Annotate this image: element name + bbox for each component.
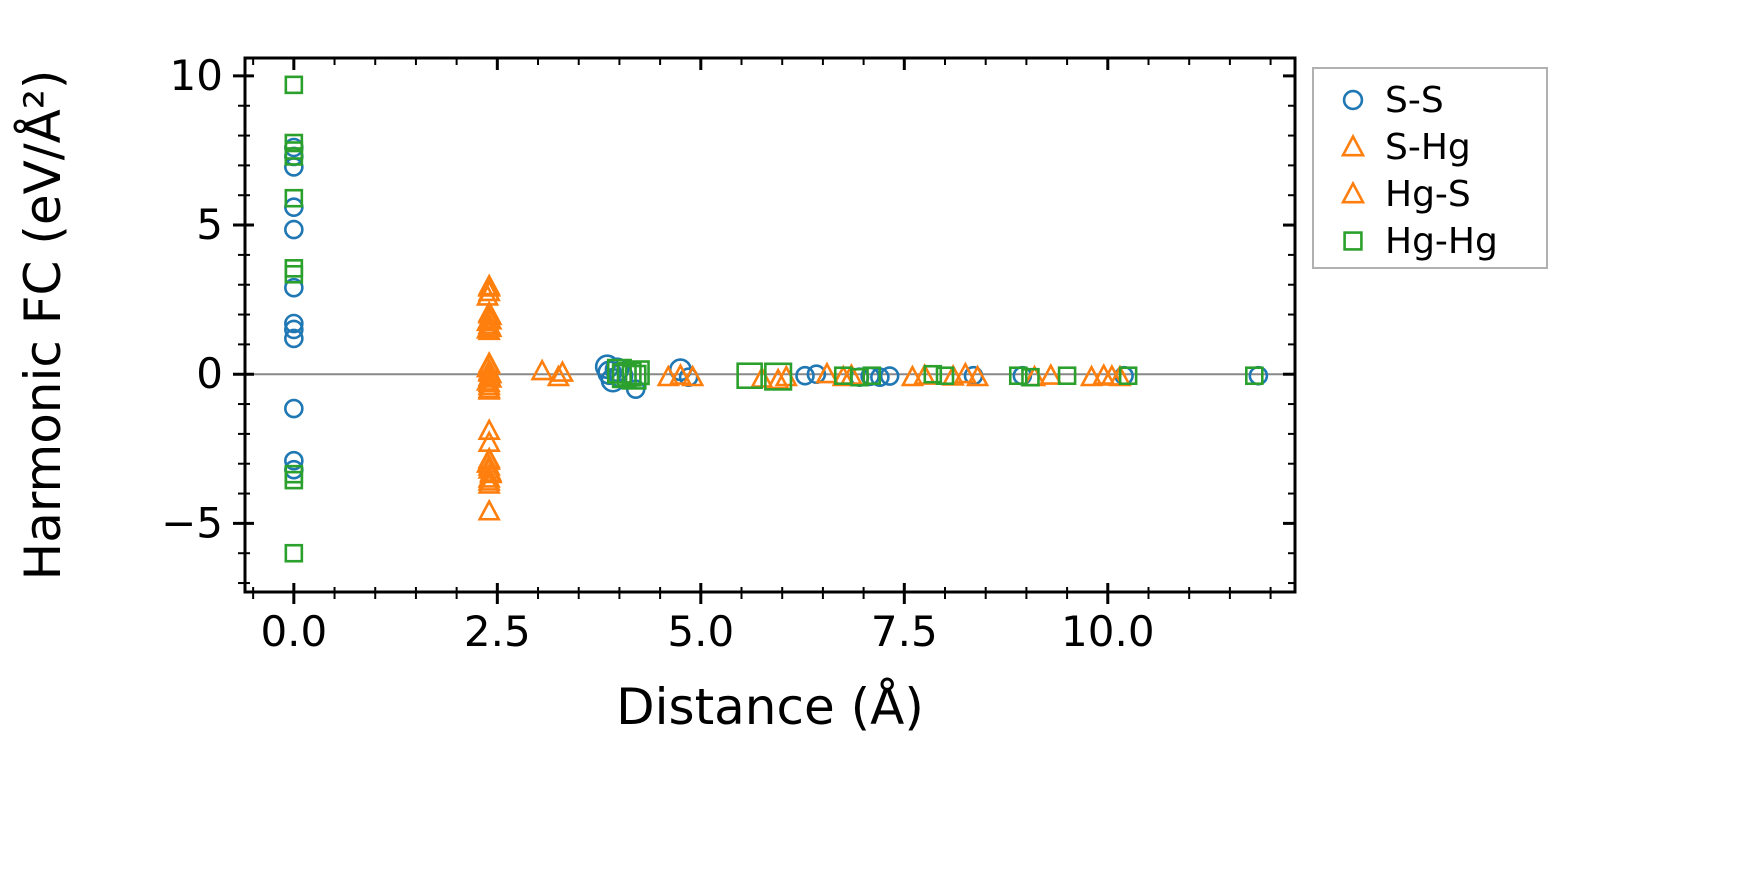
- point-S-Hg: [668, 362, 693, 385]
- point-Hg-Hg: [606, 358, 632, 384]
- point-S-S: [795, 365, 815, 386]
- x-tick-label: 0.0: [260, 607, 327, 656]
- point-S-Hg: [477, 465, 501, 488]
- point-S-S: [1248, 365, 1269, 386]
- legend-label-Hg-Hg: Hg-Hg: [1385, 221, 1498, 262]
- point-Hg-Hg: [935, 366, 955, 386]
- point-Hg-S: [477, 447, 501, 470]
- point-S-Hg: [656, 364, 680, 387]
- point-Hg-Hg: [284, 470, 304, 490]
- point-Hg-Hg: [284, 259, 304, 278]
- point-S-S: [284, 219, 304, 240]
- point-S-S: [284, 319, 304, 340]
- point-S-S: [284, 398, 304, 419]
- point-S-S: [284, 450, 304, 471]
- point-Hg-Hg: [862, 366, 882, 386]
- point-Hg-Hg: [284, 264, 304, 284]
- point-S-Hg: [477, 418, 501, 441]
- point-Hg-S: [477, 370, 501, 393]
- plot-border: [243, 56, 1297, 594]
- point-S-Hg: [477, 373, 501, 396]
- y-tick-label: 0: [196, 349, 223, 398]
- point-Hg-Hg: [284, 147, 304, 166]
- point-S-S: [879, 366, 900, 386]
- legend-marker-Hg-S: [1340, 180, 1366, 204]
- legend-marker-S-S: [1342, 89, 1364, 111]
- point-S-S: [284, 328, 304, 349]
- legend-label-S-S: S-S: [1385, 80, 1444, 121]
- point-S-S: [284, 277, 304, 298]
- point-Hg-Hg: [1057, 366, 1077, 386]
- legend-marker-S-Hg: [1340, 133, 1366, 157]
- x-axis-label: Distance (Å): [616, 678, 924, 736]
- point-Hg-S: [477, 468, 501, 491]
- x-tick-label: 5.0: [667, 607, 734, 656]
- y-axis-label: Harmonic FC (eV/Å²): [14, 70, 72, 581]
- point-Hg-Hg: [621, 364, 647, 390]
- legend-box: [1312, 67, 1548, 269]
- point-Hg-Hg: [624, 360, 650, 386]
- point-S-Hg: [530, 358, 554, 381]
- y-tick-label: 10: [170, 51, 223, 100]
- point-S-Hg: [477, 471, 501, 494]
- point-S-Hg: [815, 361, 839, 384]
- point-Hg-Hg: [923, 364, 943, 384]
- point-S-Hg: [546, 364, 571, 387]
- point-Hg-Hg: [1008, 366, 1028, 386]
- point-Hg-Hg: [284, 75, 304, 95]
- x-tick-label: 7.5: [871, 607, 938, 656]
- point-Hg-Hg: [736, 362, 763, 390]
- x-tick-label: 2.5: [464, 607, 531, 656]
- point-Hg-S: [1092, 362, 1116, 385]
- point-Hg-S: [953, 361, 978, 384]
- y-tick-label: −5: [161, 498, 223, 547]
- point-Hg-Hg: [284, 543, 304, 563]
- point-Hg-S: [477, 453, 501, 476]
- point-S-Hg: [477, 498, 501, 521]
- point-Hg-S: [475, 316, 500, 339]
- point-Hg-Hg: [1021, 367, 1040, 387]
- point-Hg-S: [477, 376, 501, 399]
- point-Hg-S: [774, 364, 798, 387]
- point-Hg-S: [550, 359, 575, 382]
- legend-label-S-Hg: S-Hg: [1385, 127, 1471, 168]
- point-Hg-Hg: [284, 188, 304, 208]
- point-S-Hg: [1079, 364, 1104, 387]
- point-Hg-S: [1039, 362, 1063, 385]
- point-Hg-Hg: [1118, 366, 1138, 386]
- legend-marker-Hg-Hg: [1343, 231, 1363, 251]
- point-S-S: [284, 313, 304, 334]
- point-S-Hg: [766, 367, 790, 390]
- point-Hg-Hg: [611, 363, 637, 389]
- point-Hg-S: [477, 274, 501, 297]
- y-tick-label: 5: [196, 200, 223, 249]
- point-Hg-Hg: [1245, 366, 1264, 386]
- point-S-S: [284, 157, 304, 177]
- point-Hg-Hg: [764, 362, 793, 391]
- point-S-Hg: [900, 364, 925, 387]
- point-Hg-S: [479, 459, 503, 482]
- point-Hg-Hg: [616, 361, 642, 387]
- legend-label-Hg-S: Hg-S: [1385, 174, 1471, 215]
- x-tick-label: 10.0: [1061, 607, 1155, 656]
- point-Hg-Hg: [850, 367, 869, 387]
- point-Hg-S: [681, 364, 705, 387]
